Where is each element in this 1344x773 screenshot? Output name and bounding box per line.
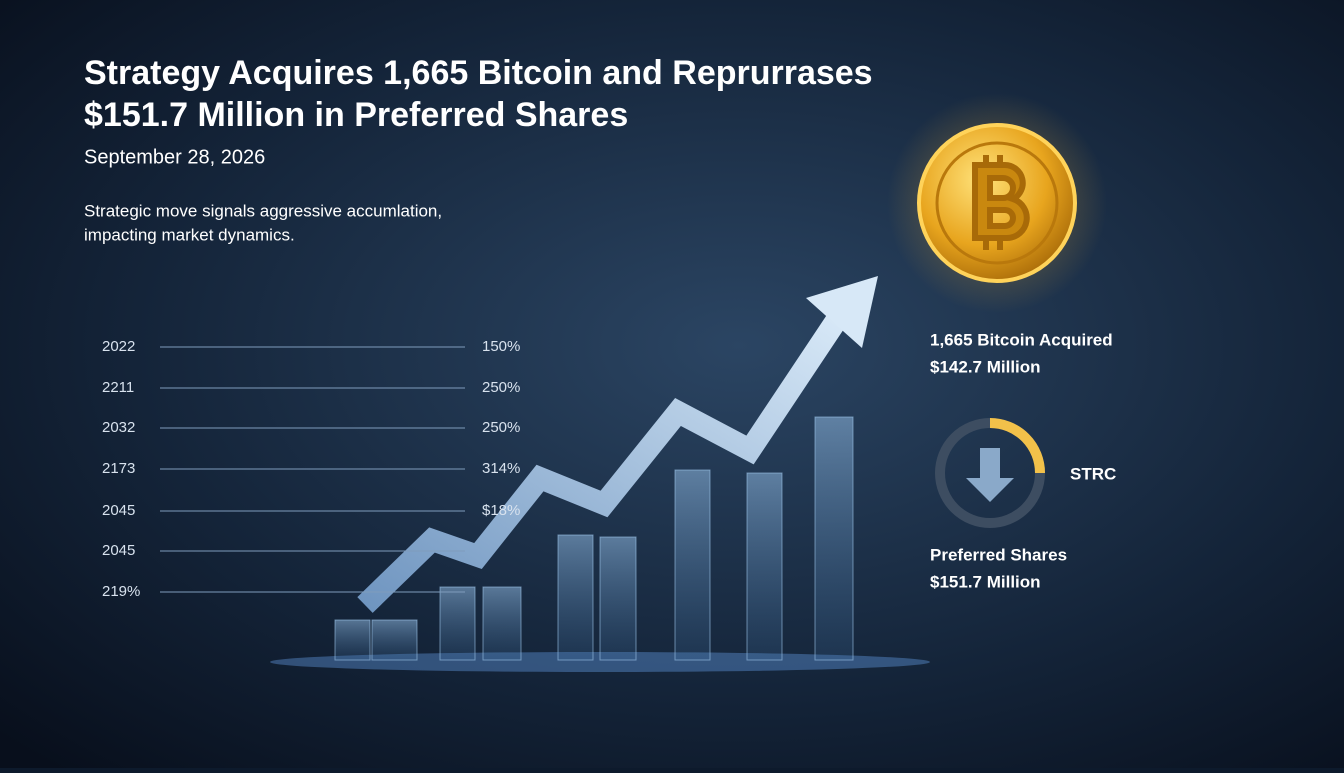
row-label: 2211 — [102, 379, 134, 396]
row-label: 2173 — [102, 460, 135, 477]
down-arrow — [966, 448, 1014, 502]
coin-rim — [935, 141, 1059, 265]
row-value: $18% — [482, 502, 520, 519]
title: $151.7 Million in Preferred Shares — [84, 96, 628, 134]
subtitle: impacting market dynamics. — [84, 225, 295, 244]
trend-arrow — [357, 311, 848, 613]
ring-progress — [989, 418, 1045, 474]
row-value: 314% — [482, 460, 520, 477]
bitcoin-symbol — [972, 155, 1030, 250]
bars — [334, 416, 854, 661]
title: Strategy Acquires 1,665 Bitcoin and Repr… — [84, 54, 873, 92]
preferred-amount: $151.7 Million — [930, 572, 1041, 591]
preferred-label: Preferred Shares — [930, 545, 1067, 564]
date: September 28, 2026 — [84, 146, 265, 168]
ticker: STRC — [1070, 464, 1116, 483]
row-value: 150% — [482, 338, 520, 355]
acquired-label: 1,665 Bitcoin Acquired — [930, 330, 1113, 349]
row-label: 2022 — [102, 338, 135, 355]
row-label: 2045 — [102, 502, 135, 519]
row-label: 2045 — [102, 542, 135, 559]
row-value: 250% — [482, 379, 520, 396]
arrow-head — [806, 276, 878, 348]
row-label: 2032 — [102, 419, 135, 436]
row-label: 219% — [102, 583, 140, 600]
acquired-amount: $142.7 Million — [930, 357, 1041, 376]
guide-lines — [160, 346, 465, 593]
subtitle: Strategic move signals aggressive accuml… — [84, 201, 442, 220]
row-value: 250% — [482, 419, 520, 436]
